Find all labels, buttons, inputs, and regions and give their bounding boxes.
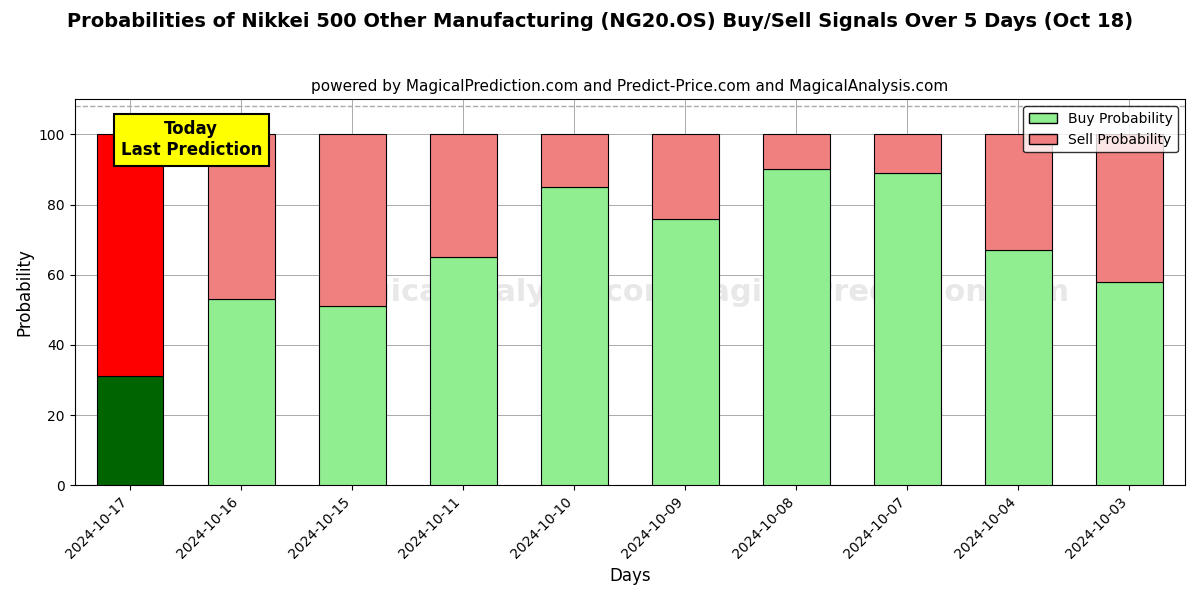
Bar [985, 250, 1051, 485]
Bar [541, 134, 607, 187]
Bar [652, 218, 719, 485]
Bar [1096, 282, 1163, 485]
Text: Probabilities of Nikkei 500 Other Manufacturing (NG20.OS) Buy/Sell Signals Over : Probabilities of Nikkei 500 Other Manufa… [67, 12, 1133, 31]
Bar [319, 134, 385, 306]
Bar [208, 134, 275, 299]
Bar [874, 173, 941, 485]
Title: powered by MagicalPrediction.com and Predict-Price.com and MagicalAnalysis.com: powered by MagicalPrediction.com and Pre… [311, 79, 948, 94]
Bar [208, 299, 275, 485]
Bar [319, 306, 385, 485]
Text: Today
Last Prediction: Today Last Prediction [120, 121, 262, 159]
Bar [97, 134, 163, 376]
Bar [763, 169, 829, 485]
Bar [430, 134, 497, 257]
Bar [430, 257, 497, 485]
Bar [1096, 134, 1163, 282]
Bar [985, 134, 1051, 250]
Bar [652, 134, 719, 218]
Bar [541, 187, 607, 485]
Text: MagicalPrediction.com: MagicalPrediction.com [679, 278, 1069, 307]
Bar [763, 134, 829, 169]
Bar [874, 134, 941, 173]
Bar [97, 376, 163, 485]
Y-axis label: Probability: Probability [16, 248, 34, 336]
X-axis label: Days: Days [610, 567, 650, 585]
Text: MagicalAnalysis.com: MagicalAnalysis.com [318, 278, 676, 307]
Legend: Buy Probability, Sell Probability: Buy Probability, Sell Probability [1024, 106, 1178, 152]
